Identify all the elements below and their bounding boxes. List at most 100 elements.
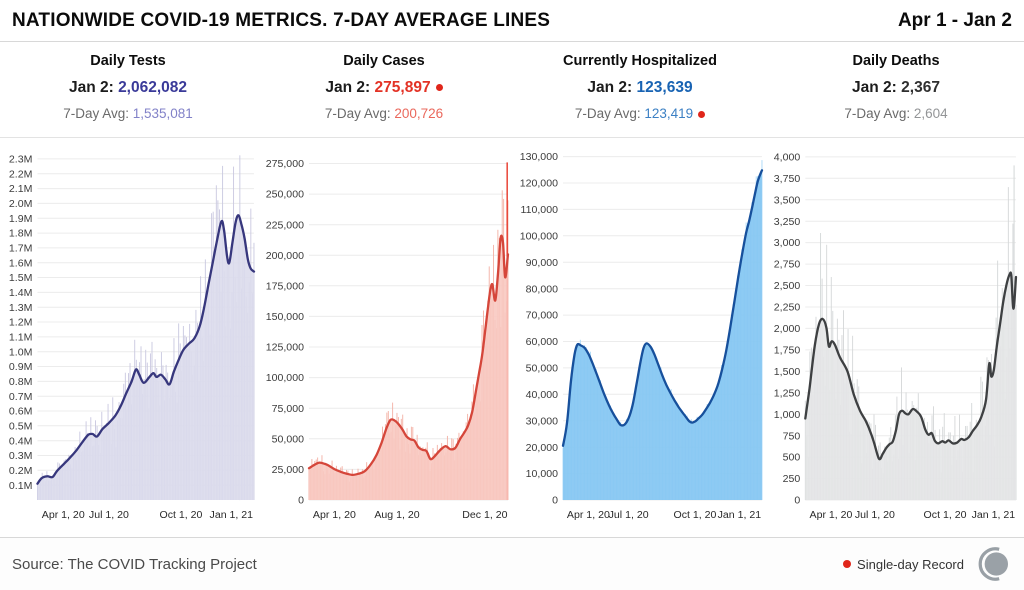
svg-text:3,750: 3,750 <box>774 173 801 185</box>
metric-header-currently-hospitalized: Currently Hospitalized Jan 2: 123,639 7-… <box>512 42 768 137</box>
avg-value: 123,419 <box>644 106 694 121</box>
svg-text:0.9M: 0.9M <box>9 361 33 373</box>
avg-value: 2,604 <box>913 106 948 121</box>
chart-daily-cases: 0 25,000 50,000 75,000 100,000 125,000 150,000… <box>266 158 510 521</box>
metric-header-daily-deaths: Daily Deaths Jan 2: 2,367 7-Day Avg: 2,6… <box>768 42 1024 137</box>
chart-panel-currently-hospitalized: 0 10,000 20,000 30,000 40,000 50,000 60,000 70,… <box>512 138 766 537</box>
svg-text:2,750: 2,750 <box>774 259 801 271</box>
svg-text:1.9M: 1.9M <box>9 213 33 225</box>
svg-text:130,000: 130,000 <box>520 151 558 163</box>
svg-text:1.1M: 1.1M <box>9 332 33 344</box>
svg-text:60,000: 60,000 <box>526 336 558 348</box>
svg-text:2.2M: 2.2M <box>9 168 33 180</box>
stats-row: Daily Tests Jan 2: 2,062,082 7-Day Avg: … <box>0 42 1024 138</box>
svg-text:2,000: 2,000 <box>774 323 801 335</box>
metric-title: Daily Tests <box>90 53 166 69</box>
svg-text:2.0M: 2.0M <box>9 198 33 210</box>
svg-text:90,000: 90,000 <box>526 257 558 269</box>
latest-label: Jan 2: <box>852 79 902 96</box>
page-title: NATIONWIDE COVID-19 METRICS. 7-DAY AVERA… <box>12 9 551 31</box>
svg-text:2.3M: 2.3M <box>9 154 33 166</box>
svg-text:750: 750 <box>783 430 801 442</box>
svg-text:10,000: 10,000 <box>526 468 558 480</box>
svg-text:0.6M: 0.6M <box>9 406 33 418</box>
svg-text:Apr 1, 20: Apr 1, 20 <box>810 509 853 521</box>
record-dot-icon <box>435 84 443 92</box>
avg-stat: 7-Day Avg: 1,535,081 <box>0 106 256 121</box>
svg-text:200,000: 200,000 <box>266 250 304 262</box>
svg-text:1,500: 1,500 <box>774 366 801 378</box>
area-fill-currently-hospitalized <box>563 170 762 501</box>
svg-text:1.7M: 1.7M <box>9 243 33 255</box>
svg-text:2,250: 2,250 <box>774 302 801 314</box>
svg-text:3,000: 3,000 <box>774 237 801 249</box>
latest-stat: Jan 2: 2,367 <box>768 79 1024 97</box>
svg-text:1.4M: 1.4M <box>9 287 33 299</box>
header: NATIONWIDE COVID-19 METRICS. 7-DAY AVERA… <box>0 0 1024 42</box>
metric-title: Currently Hospitalized <box>563 53 717 69</box>
chart-panel-daily-tests: 0.1M 0.2M 0.3M 0.4M 0.5M 0.6M 0.7M 0.8M 0.9M 1.0M… <box>4 138 258 537</box>
svg-text:250: 250 <box>783 473 801 485</box>
svg-text:0.8M: 0.8M <box>9 376 33 388</box>
avg-label: 7-Day Avg: <box>324 106 395 121</box>
svg-text:3,250: 3,250 <box>774 216 801 228</box>
footer: Source: The COVID Tracking Project Singl… <box>0 537 1024 590</box>
latest-stat: Jan 2: 2,062,082 <box>0 79 256 97</box>
svg-text:Apr 1, 20: Apr 1, 20 <box>567 509 610 521</box>
record-dot-icon <box>698 110 706 118</box>
svg-text:120,000: 120,000 <box>520 178 558 190</box>
svg-text:40,000: 40,000 <box>526 389 558 401</box>
svg-text:Oct 1, 20: Oct 1, 20 <box>924 509 967 521</box>
svg-text:1,750: 1,750 <box>774 345 801 357</box>
svg-text:1.8M: 1.8M <box>9 228 33 240</box>
metric-header-daily-cases: Daily Cases Jan 2: 275,897 7-Day Avg: 20… <box>256 42 512 137</box>
avg-label: 7-Day Avg: <box>63 106 133 121</box>
svg-text:Oct 1, 20: Oct 1, 20 <box>673 509 716 521</box>
svg-text:20,000: 20,000 <box>526 442 558 454</box>
svg-text:1,000: 1,000 <box>774 409 801 421</box>
chart-panel-daily-deaths: 0 250 500 750 1,000 1,250 1,500 1,750 2,000 2,250… <box>766 138 1020 537</box>
avg-stat: 7-Day Avg: 123,419 <box>512 106 768 121</box>
svg-text:0.4M: 0.4M <box>9 435 33 447</box>
svg-text:0: 0 <box>552 495 558 507</box>
svg-text:25,000: 25,000 <box>272 464 304 476</box>
svg-text:Aug 1, 20: Aug 1, 20 <box>374 509 419 521</box>
svg-text:Jan 1, 21: Jan 1, 21 <box>210 509 254 521</box>
avg-value: 1,535,081 <box>132 106 193 121</box>
covid-tracking-project-logo-icon <box>978 547 1009 581</box>
source-text: Source: The COVID Tracking Project <box>12 555 257 573</box>
avg-label: 7-Day Avg: <box>574 106 645 121</box>
area-fill-daily-tests <box>37 215 254 500</box>
svg-text:100,000: 100,000 <box>520 230 558 242</box>
avg-line-daily-cases <box>307 234 510 477</box>
area-fill-daily-deaths <box>805 272 1016 500</box>
svg-text:110,000: 110,000 <box>521 204 559 216</box>
svg-text:Oct 1, 20: Oct 1, 20 <box>160 509 203 521</box>
svg-text:4,000: 4,000 <box>774 152 801 164</box>
svg-text:0: 0 <box>794 495 800 507</box>
metric-title: Daily Deaths <box>852 53 940 69</box>
svg-text:50,000: 50,000 <box>526 363 558 375</box>
latest-label: Jan 2: <box>587 79 637 96</box>
metric-header-daily-tests: Daily Tests Jan 2: 2,062,082 7-Day Avg: … <box>0 42 256 137</box>
svg-text:1.5M: 1.5M <box>9 272 33 284</box>
svg-text:500: 500 <box>783 452 801 464</box>
svg-text:1.2M: 1.2M <box>9 317 33 329</box>
latest-label: Jan 2: <box>325 79 375 96</box>
svg-text:Jan 1, 21: Jan 1, 21 <box>718 509 762 521</box>
chart-daily-deaths: 0 250 500 750 1,000 1,250 1,500 1,750 2,000 2,250… <box>774 152 1018 521</box>
svg-text:150,000: 150,000 <box>266 311 304 323</box>
latest-value: 2,367 <box>901 79 940 96</box>
date-range: Apr 1 - Jan 2 <box>897 9 1012 31</box>
avg-line-daily-deaths <box>804 271 1018 461</box>
avg-line-daily-tests <box>36 214 256 485</box>
record-dot-icon <box>843 560 852 568</box>
svg-text:2,500: 2,500 <box>774 280 801 292</box>
svg-text:Jul 1, 20: Jul 1, 20 <box>855 509 895 521</box>
avg-stat: 7-Day Avg: 200,726 <box>256 106 512 121</box>
svg-text:2.1M: 2.1M <box>9 183 33 195</box>
svg-text:1,250: 1,250 <box>774 387 801 399</box>
svg-text:0: 0 <box>298 495 304 507</box>
svg-text:0.7M: 0.7M <box>9 391 33 403</box>
latest-value: 275,897 <box>374 79 431 96</box>
